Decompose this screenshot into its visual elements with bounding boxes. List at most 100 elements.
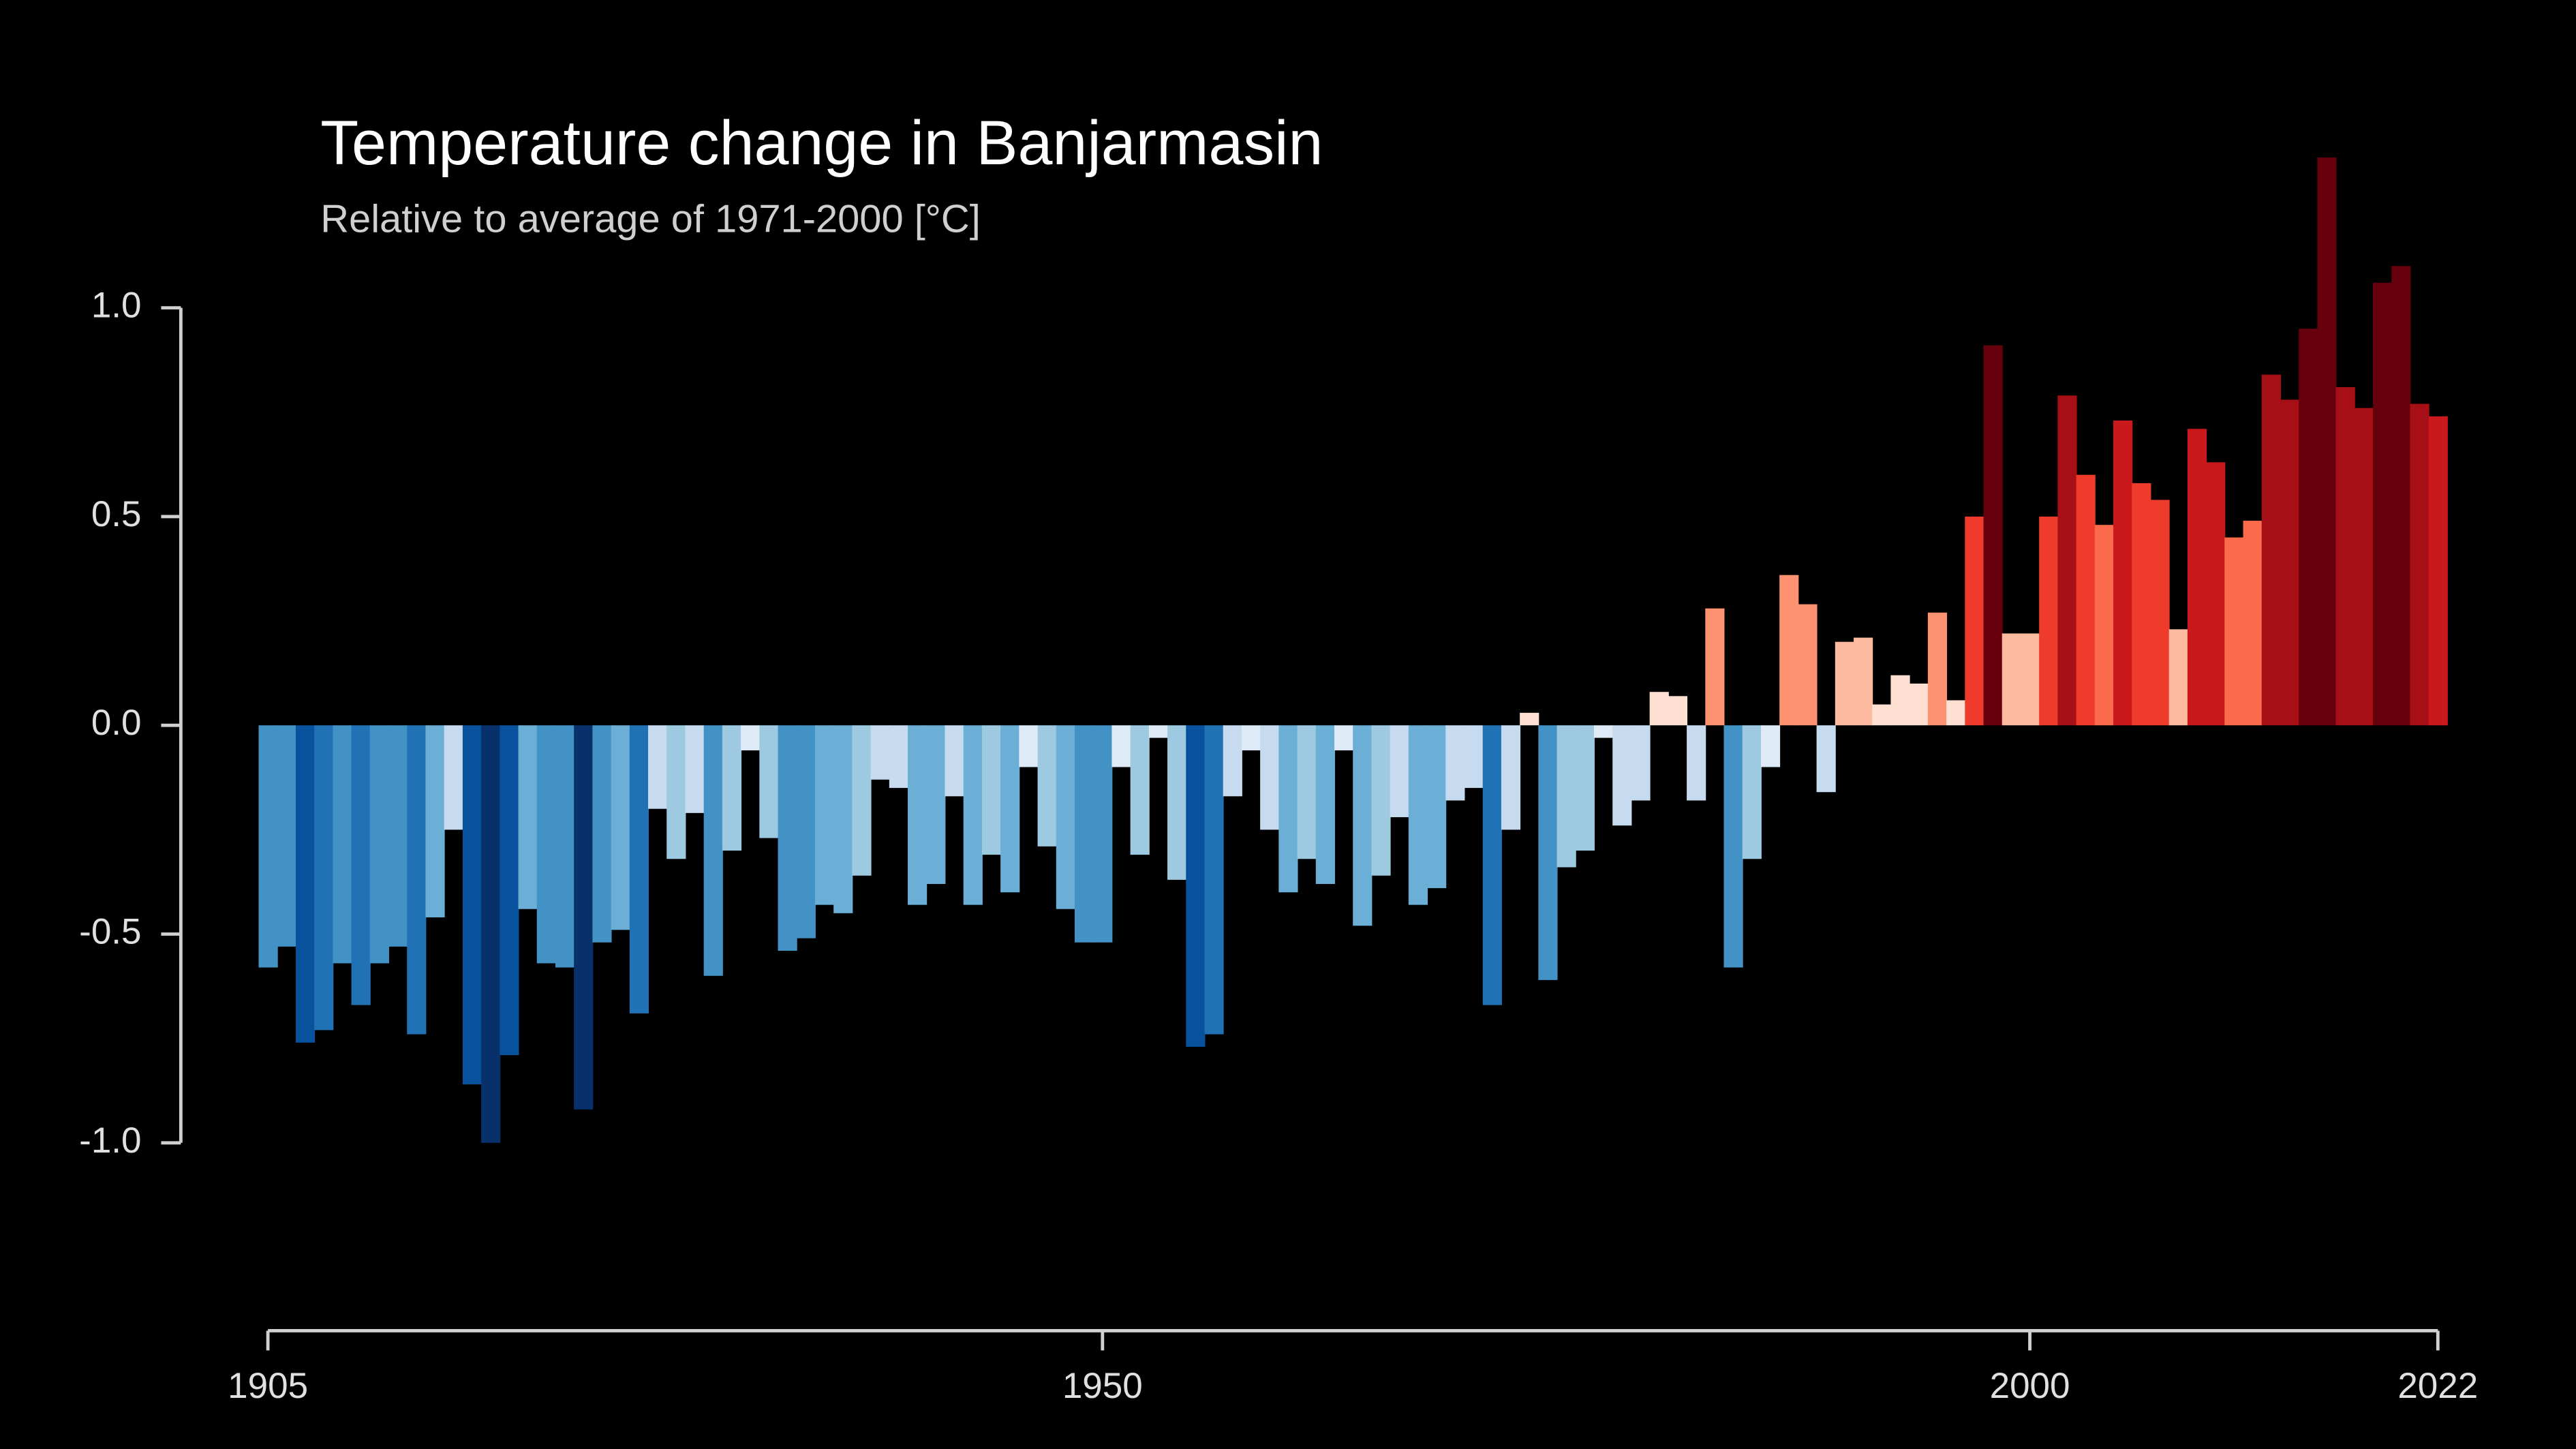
bar xyxy=(407,725,427,1035)
bar xyxy=(1427,725,1447,889)
bar xyxy=(1019,725,1039,767)
bar xyxy=(963,725,983,905)
bar xyxy=(1909,683,1929,726)
bar xyxy=(2113,421,2133,726)
bar xyxy=(1723,725,1743,968)
bar xyxy=(1779,575,1799,726)
bar xyxy=(2243,521,2263,726)
bar xyxy=(1890,675,1910,726)
bar xyxy=(1260,725,1280,830)
bar xyxy=(1408,725,1428,905)
bar xyxy=(908,725,927,905)
x-tick-label: 2000 xyxy=(1990,1366,2070,1406)
bar xyxy=(2039,516,2059,726)
bar xyxy=(1390,725,1409,817)
bar xyxy=(1854,637,1873,726)
bar xyxy=(425,725,445,917)
y-tick-label: 0.5 xyxy=(91,494,142,534)
bar xyxy=(1445,725,1465,801)
bar xyxy=(500,725,519,1056)
bar xyxy=(703,725,723,976)
bar xyxy=(814,725,835,905)
bar xyxy=(2002,633,2021,726)
bar xyxy=(796,725,816,939)
bar xyxy=(444,725,463,830)
bar xyxy=(1927,612,1948,726)
bar xyxy=(1798,604,1818,726)
bar xyxy=(2354,408,2374,726)
bar xyxy=(388,725,408,947)
bar xyxy=(1167,725,1187,880)
bar xyxy=(481,725,501,1143)
bar xyxy=(722,725,742,851)
bar xyxy=(277,725,296,947)
bar xyxy=(2132,483,2151,726)
bar xyxy=(1538,725,1558,980)
bar xyxy=(1186,725,1206,1047)
bar xyxy=(2280,399,2300,726)
bar xyxy=(1631,725,1651,801)
bar xyxy=(2391,266,2411,726)
bar xyxy=(870,725,890,780)
bar xyxy=(1353,725,1373,926)
bar xyxy=(1835,641,1854,726)
bar xyxy=(369,725,389,964)
bar xyxy=(2094,525,2114,726)
bar xyxy=(2317,157,2337,726)
bar xyxy=(833,725,853,913)
bar xyxy=(574,725,594,1110)
bar xyxy=(1130,725,1150,855)
bar xyxy=(666,725,686,859)
bar xyxy=(2335,387,2355,726)
bar xyxy=(1557,725,1576,868)
bar xyxy=(1334,725,1354,750)
bar xyxy=(1037,725,1057,846)
bar xyxy=(258,725,278,968)
bar xyxy=(1983,345,2003,726)
bar xyxy=(1575,725,1595,851)
bar xyxy=(518,725,538,909)
bar xyxy=(2187,429,2207,726)
x-tick-label: 2022 xyxy=(2397,1366,2478,1406)
bar xyxy=(2410,403,2429,726)
bar xyxy=(1816,725,1836,793)
bar xyxy=(1111,725,1131,767)
bar xyxy=(1148,725,1169,738)
bar xyxy=(1687,725,1706,801)
bar xyxy=(2373,282,2393,726)
y-tick-label: 0.0 xyxy=(91,703,142,743)
chart-title: Temperature change in Banjarmasin xyxy=(320,108,1323,178)
bar xyxy=(1872,704,1892,726)
bar xyxy=(1204,725,1224,1035)
bar xyxy=(2428,416,2448,726)
bar xyxy=(1223,725,1242,797)
bar xyxy=(592,725,612,943)
bar xyxy=(1594,725,1614,738)
bar xyxy=(629,725,649,1013)
y-tick-label: -0.5 xyxy=(79,911,141,951)
bar xyxy=(1742,725,1762,859)
bar xyxy=(1297,725,1317,859)
bar xyxy=(759,725,779,838)
bar xyxy=(536,725,556,964)
bar xyxy=(1074,725,1094,943)
bar xyxy=(333,725,352,964)
bar xyxy=(2057,395,2077,726)
bar xyxy=(1668,696,1688,726)
y-tick-label: 1.0 xyxy=(91,286,142,326)
bar xyxy=(1482,725,1502,1005)
bar xyxy=(1612,725,1632,826)
bar xyxy=(1241,725,1261,750)
bar xyxy=(889,725,909,789)
bar xyxy=(1278,725,1298,893)
bar xyxy=(1705,608,1725,726)
bar xyxy=(1501,725,1521,830)
bar xyxy=(2168,629,2188,726)
bar xyxy=(741,725,761,750)
bar xyxy=(1093,725,1113,943)
bar xyxy=(1464,725,1484,789)
bar xyxy=(314,725,334,1031)
x-tick-label: 1905 xyxy=(228,1366,308,1406)
